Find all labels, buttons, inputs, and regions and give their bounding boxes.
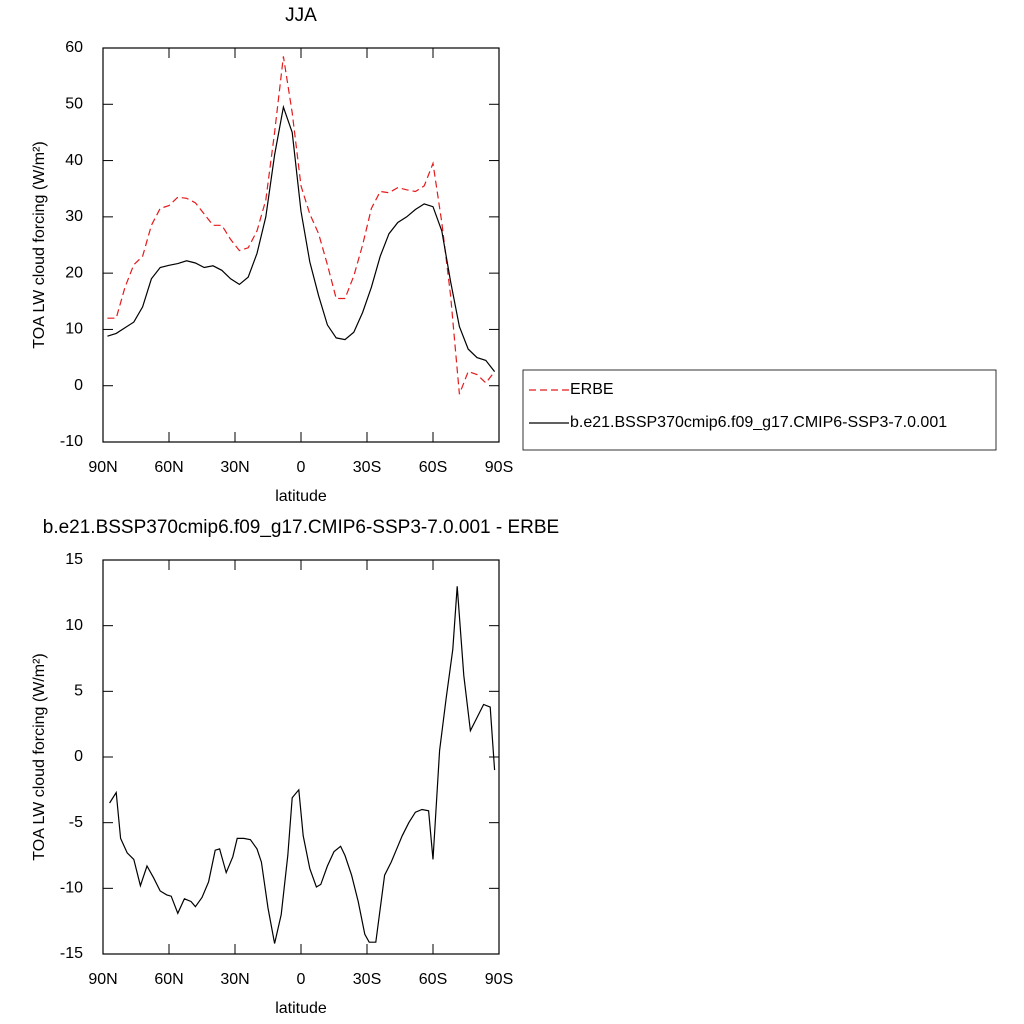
y-tick-label: 10 xyxy=(65,321,83,338)
x-tick-label: 30S xyxy=(353,971,381,988)
y-tick-label: -10 xyxy=(60,433,83,450)
y-tick-label: 0 xyxy=(74,377,83,394)
x-tick-label: 60S xyxy=(419,971,447,988)
chart-title: b.e21.BSSP370cmip6.f09_g17.CMIP6-SSP3-7.… xyxy=(43,517,559,538)
series-line xyxy=(107,56,496,395)
x-tick-label: 90N xyxy=(88,971,117,988)
y-tick-label: 5 xyxy=(74,683,83,700)
y-tick-label: 20 xyxy=(65,264,83,281)
x-tick-label: 90S xyxy=(485,971,513,988)
plot-frame xyxy=(102,47,500,443)
y-tick-label: 60 xyxy=(65,39,83,56)
y-tick-label: 15 xyxy=(65,551,83,568)
x-tick-label: 30S xyxy=(353,459,381,476)
x-axis-label: latitude xyxy=(275,488,327,505)
x-tick-label: 0 xyxy=(297,459,306,476)
legend-label: b.e21.BSSP370cmip6.f09_g17.CMIP6-SSP3-7.… xyxy=(570,414,947,431)
x-tick-label: 60N xyxy=(154,971,183,988)
y-tick-label: 10 xyxy=(65,617,83,634)
y-axis-label: TOA LW cloud forcing (W/m²) xyxy=(31,141,48,348)
y-tick-label: 40 xyxy=(65,152,83,169)
y-tick-label: 0 xyxy=(74,748,83,765)
x-tick-label: 90S xyxy=(485,459,513,476)
x-tick-label: 60S xyxy=(419,459,447,476)
y-tick-label: -15 xyxy=(60,945,83,962)
plot-frame xyxy=(102,559,500,955)
x-tick-label: 0 xyxy=(297,971,306,988)
y-tick-label: -10 xyxy=(60,880,83,897)
x-tick-label: 30N xyxy=(220,459,249,476)
legend-box xyxy=(522,369,997,451)
legend-label: ERBE xyxy=(570,381,614,398)
x-tick-label: 60N xyxy=(154,459,183,476)
series-line xyxy=(109,586,496,944)
y-tick-label: -5 xyxy=(69,814,83,831)
x-tick-label: 30N xyxy=(220,971,249,988)
x-axis-label: latitude xyxy=(275,1000,327,1017)
y-axis-label: TOA LW cloud forcing (W/m²) xyxy=(31,653,48,860)
series-line xyxy=(107,104,496,372)
y-tick-label: 50 xyxy=(65,96,83,113)
chart-title: JJA xyxy=(285,5,317,26)
x-tick-label: 90N xyxy=(88,459,117,476)
y-tick-label: 30 xyxy=(65,208,83,225)
